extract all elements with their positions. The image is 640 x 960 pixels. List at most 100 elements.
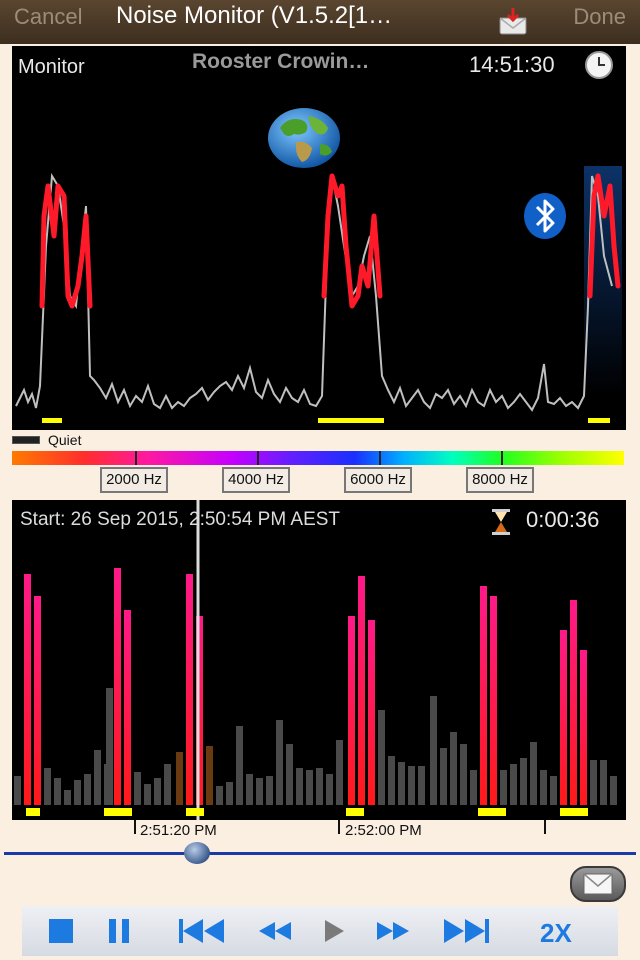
quiet-bar [326,774,333,805]
stop-button[interactable] [48,918,74,944]
transport-controls: 2X [22,906,618,956]
freq-label-4000: 4000 Hz [222,467,290,493]
freq-label-8000: 8000 Hz [466,467,534,493]
navigation-bar: Cancel Noise Monitor (V1.5.2[1… Done [0,0,640,44]
quiet-trace [15,172,613,412]
freq-tick [501,451,503,465]
loud-bar [580,650,587,805]
quiet-bar [430,696,437,805]
loud-bar [560,630,567,805]
freq-tick [257,451,259,465]
quiet-bar [550,776,557,805]
quiet-bar [408,766,415,805]
quiet-bar [590,760,597,805]
quiet-bar [74,780,81,805]
quiet-bar [164,764,171,805]
envelope-icon [583,873,613,895]
loud-marker [346,808,364,816]
quiet-bar [296,768,303,805]
monitor-label: Monitor [18,56,85,78]
elapsed-time: 0:00:36 [526,507,600,532]
quiet-bar [44,768,51,805]
email-button[interactable] [570,866,626,902]
quiet-bar [276,720,283,805]
globe-icon[interactable] [266,106,342,170]
quiet-bar [64,790,71,805]
quiet-swatch [12,436,40,444]
current-time: 14:51:30 [469,52,555,77]
freq-tick [135,451,137,465]
quiet-bar [246,774,253,805]
quiet-bar [610,776,617,805]
hourglass-icon [492,509,510,535]
quiet-bar [450,732,457,805]
loud-bar [34,596,41,805]
quiet-bar [470,770,477,805]
loud-bar [348,616,355,805]
playback-speed-button[interactable]: 2X [540,918,572,948]
loud-marker [186,808,204,816]
quiet-bar [286,744,293,805]
quiet-bar [94,750,101,805]
quiet-bar [418,766,425,805]
quiet-bar [134,772,141,805]
time-tick [544,820,546,834]
quiet-bar [206,746,213,805]
quiet-bar [398,762,405,805]
quiet-bar [530,742,537,805]
loud-marker [26,808,40,816]
quiet-bar [600,760,607,805]
loud-bar [24,574,31,805]
loud-markers [42,418,610,423]
quiet-bar [388,756,395,805]
frequency-spectrum-bar [12,451,624,465]
live-monitor-panel: Monitor Rooster Crowin… 14:51:30 [12,46,626,430]
skip-to-end-button[interactable] [442,918,490,944]
quiet-bar [256,778,263,805]
cancel-button[interactable]: Cancel [14,4,83,29]
time-axis: 2:51:20 PM 2:52:00 PM [12,820,626,842]
loud-bar [114,568,121,805]
noise-history-panel: Start: 26 Sep 2015, 2:50:54 PM AEST 0:00… [12,500,626,820]
quiet-bar [460,744,467,805]
legend-quiet-label: Quiet [48,432,82,448]
quiet-bar [520,758,527,805]
clock-icon [585,51,613,79]
inbox-download-icon[interactable] [497,6,529,36]
quiet-bar [510,764,517,805]
quiet-bar [378,710,385,805]
playback-scrubber-handle[interactable] [184,842,210,864]
noise-waveform [15,166,622,423]
quiet-bar [54,778,61,805]
loud-bar [570,600,577,805]
quiet-bar [226,782,233,805]
quiet-bar [316,768,323,805]
play-button[interactable] [322,918,346,944]
freq-label-6000: 6000 Hz [344,467,412,493]
freq-label-2000: 2000 Hz [100,467,168,493]
loud-trace [39,173,621,309]
quiet-bar [216,786,223,805]
quiet-bar [336,740,343,805]
freq-tick [379,451,381,465]
time-label-2: 2:52:00 PM [345,822,422,839]
rewind-button[interactable] [258,918,292,944]
fast-forward-button[interactable] [376,918,410,944]
quiet-bar [500,770,507,805]
loud-bar [480,586,487,805]
quiet-bar [540,770,547,805]
loud-bar [124,610,131,805]
loud-marker [104,808,132,816]
history-bar-chart [14,500,617,820]
done-button[interactable]: Done [573,4,626,29]
quiet-bar [14,776,21,805]
pause-button[interactable] [106,918,132,944]
quiet-bar [236,726,243,805]
loud-bar [358,576,365,805]
playback-scrubber-track[interactable] [4,852,636,855]
detected-sound-label: Rooster Crowin… [192,50,370,73]
quiet-bar [154,778,161,805]
skip-to-start-button[interactable] [178,918,226,944]
quiet-bar [144,784,151,805]
time-tick [134,820,136,834]
